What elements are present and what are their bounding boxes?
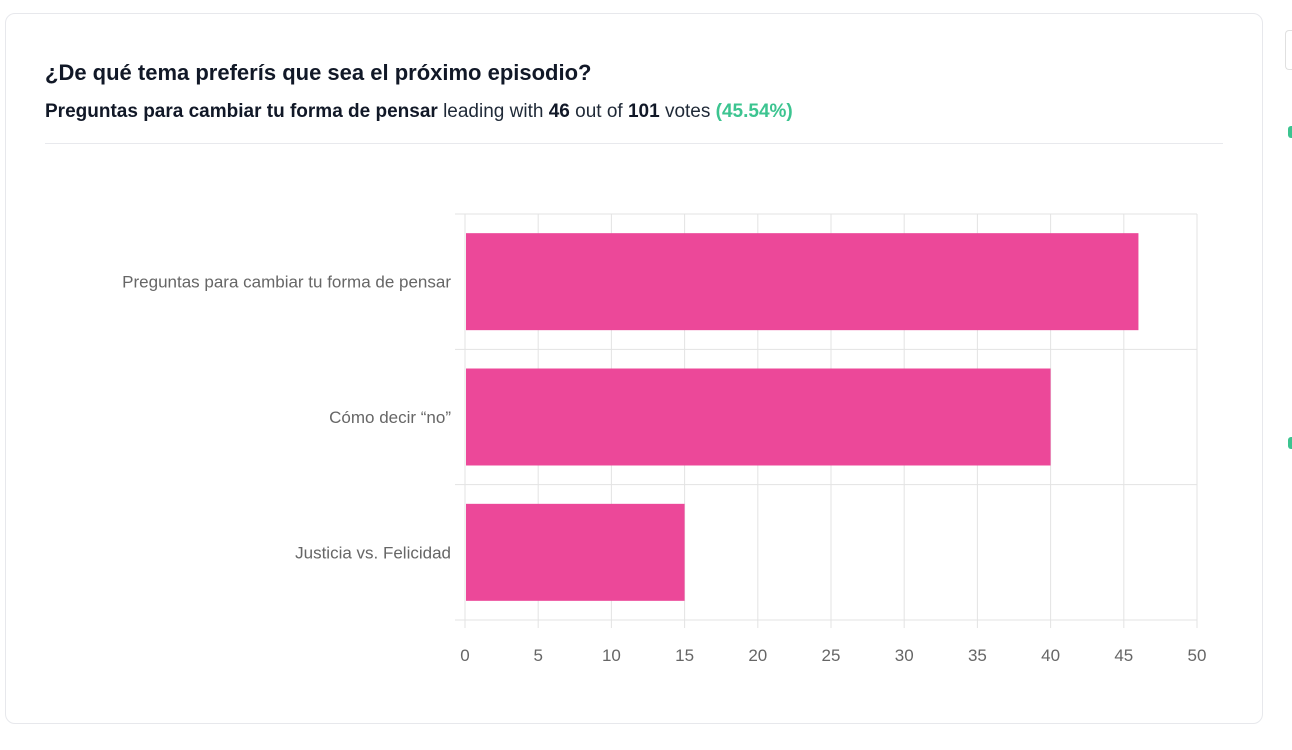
category-labels: Preguntas para cambiar tu forma de pensa… [122, 273, 451, 563]
poll-summary: Preguntas para cambiar tu forma de pensa… [45, 101, 793, 123]
out-of-text: out of [575, 101, 623, 122]
x-tick-label-50: 50 [1188, 646, 1207, 665]
x-axis-ticks: 0 5 10 15 20 25 30 35 40 45 50 [460, 646, 1206, 665]
side-panel-box [1285, 30, 1292, 70]
x-tick-label-0: 0 [460, 646, 469, 665]
bar-chart-svg: Preguntas para cambiar tu forma de pensa… [122, 213, 1206, 665]
x-tick-label-30: 30 [895, 646, 914, 665]
bar-1 [466, 233, 1139, 331]
x-tick-label-15: 15 [675, 646, 694, 665]
category-label-2: Cómo decir “no” [329, 408, 451, 427]
votes-text: votes [664, 101, 711, 122]
total-votes: 101 [627, 101, 660, 122]
poll-results-card: ¿De qué tema preferís que sea el próximo… [5, 13, 1263, 724]
x-tick-label-35: 35 [968, 646, 987, 665]
header-divider [45, 143, 1223, 144]
category-label-1: Preguntas para cambiar tu forma de pensa… [122, 273, 451, 292]
side-panel-edge [1280, 0, 1292, 750]
leading-with-text: leading with [443, 101, 544, 122]
x-tick-label-25: 25 [822, 646, 841, 665]
bar-3 [466, 503, 685, 601]
bars [466, 233, 1139, 601]
leader-percent: (45.54%) [715, 101, 793, 122]
bar-chart: Preguntas para cambiar tu forma de pensa… [6, 14, 1264, 725]
side-indicator-top [1288, 126, 1292, 138]
leader-votes: 46 [548, 101, 570, 122]
side-indicator-bottom [1288, 437, 1292, 449]
bar-2 [466, 368, 1051, 466]
x-tick-label-10: 10 [602, 646, 621, 665]
x-tick-label-20: 20 [748, 646, 767, 665]
x-tick-label-5: 5 [533, 646, 542, 665]
poll-question-title: ¿De qué tema preferís que sea el próximo… [45, 60, 592, 85]
x-tick-label-40: 40 [1041, 646, 1060, 665]
category-label-3: Justicia vs. Felicidad [295, 543, 451, 562]
x-tick-label-45: 45 [1114, 646, 1133, 665]
leading-option: Preguntas para cambiar tu forma de pensa… [45, 101, 438, 122]
